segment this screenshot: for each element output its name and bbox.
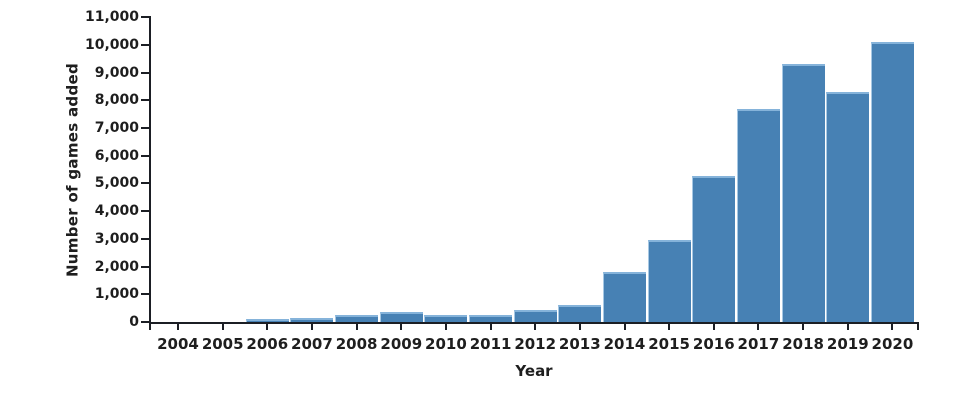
y-tick-label: 4,000 [94,203,139,220]
bar-2013 [558,304,602,322]
x-tick-label: 2007 [291,335,333,353]
x-tick-label: 2015 [648,335,690,353]
y-tick-label: 2,000 [94,258,139,275]
x-tick-label: 2004 [157,335,199,353]
bar-2009 [379,311,423,322]
y-tick-label: 3,000 [94,230,139,247]
x-tick [623,324,626,330]
y-tick [141,16,149,18]
x-tick [578,324,581,330]
y-tick-label: 0 [129,314,139,330]
x-tick-label: 2017 [737,335,780,353]
x-tick-label: 2010 [425,335,467,353]
bar-2010 [424,315,468,322]
x-tick-label: 2008 [335,335,378,353]
x-tick [712,324,715,330]
x-tick-label: 2014 [603,335,646,353]
x-tick-label: 2019 [826,335,869,353]
x-tick [802,324,805,330]
x-tick-label: 2016 [692,335,735,353]
bar-2011 [469,314,512,322]
x-tick [400,324,403,330]
y-tick [141,126,149,129]
y-tick [141,43,149,46]
x-tick [221,324,224,330]
x-tick-label: 2009 [380,335,423,353]
bar-2006 [245,319,289,322]
y-tick [141,321,149,323]
x-tick [668,324,671,330]
y-tick-label: 8,000 [94,92,139,109]
bar-2020 [870,42,914,322]
y-tick-label: 1,000 [94,286,139,303]
y-tick [141,154,149,157]
x-tick-label: 2005 [201,335,244,353]
x-tick [489,324,492,330]
x-tick [444,324,447,330]
y-tick-label: 6,000 [94,147,139,164]
x-tick-label: 2006 [246,335,289,353]
y-tick-label: 5,000 [94,175,139,192]
x-tick [534,324,537,330]
x-tick [891,324,894,330]
bar-2007 [290,317,334,322]
x-tick-label: 2020 [871,335,914,353]
x-tick-label: 2013 [558,335,601,353]
bar-2008 [335,315,379,322]
x-tick-label: 2018 [782,335,824,353]
x-tick [310,324,313,330]
x-tick-label: 2012 [514,335,557,353]
x-axis-end-tick [917,324,919,330]
bar-2016 [692,176,736,322]
x-axis-title: Year [515,362,553,380]
bar-2012 [513,310,557,322]
bar-2018 [781,64,825,322]
bar-2019 [826,91,870,322]
x-tick [846,324,849,330]
y-tick [141,182,149,185]
y-tick [141,210,149,213]
y-tick-label: 9,000 [94,64,139,81]
y-tick [141,237,149,240]
x-tick [757,324,760,330]
y-tick-label: 11,000 [84,9,139,25]
y-tick [141,71,149,74]
y-tick [141,99,149,102]
x-tick [266,324,269,330]
x-tick [355,324,358,330]
y-axis-line [149,16,151,330]
bar-2015 [647,240,691,322]
x-tick-label: 2011 [469,335,512,353]
x-axis-line [149,322,919,324]
bar-2017 [736,108,780,322]
y-tick [141,293,149,296]
bar-2014 [603,272,646,322]
y-tick-label: 7,000 [94,119,139,136]
y-tick [141,265,149,268]
y-tick-label: 10,000 [84,36,139,53]
x-tick [177,324,179,330]
y-axis-title: Number of games added [63,62,82,278]
